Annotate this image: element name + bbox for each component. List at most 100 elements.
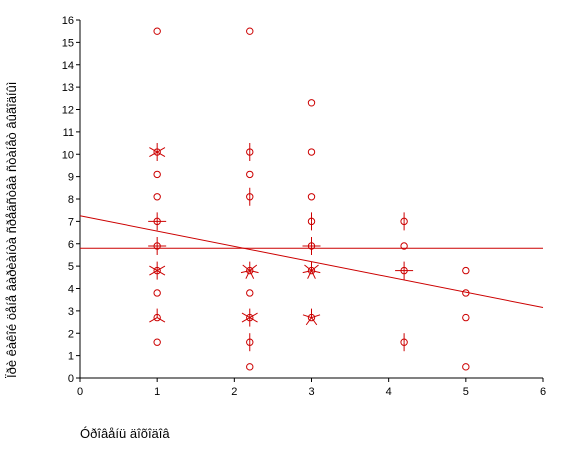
data-point — [153, 338, 161, 346]
point-circle — [246, 289, 254, 297]
y-tick-label: 14 — [62, 60, 74, 72]
point-circle — [462, 266, 470, 275]
data-point — [149, 261, 166, 280]
point-circle — [153, 170, 161, 179]
data-point — [148, 236, 167, 255]
point-circle — [400, 242, 408, 250]
point-petal — [311, 264, 319, 271]
point-petal — [304, 264, 312, 271]
data-point — [153, 193, 161, 201]
point-petal — [149, 317, 158, 323]
x-tick-label: 3 — [308, 386, 314, 398]
point-circle — [153, 27, 161, 35]
point-petal — [245, 270, 251, 279]
y-tick-label: 16 — [62, 15, 74, 27]
data-point — [462, 363, 470, 371]
axes — [79, 20, 543, 379]
point-circle — [462, 313, 470, 322]
data-point — [153, 170, 161, 179]
point-petal — [156, 270, 166, 276]
point-petal — [156, 265, 166, 272]
data-point — [148, 212, 167, 231]
data-point — [400, 242, 408, 250]
point-circle — [307, 148, 316, 156]
y-tick-label: 11 — [63, 127, 74, 139]
y-tick-label: 15 — [62, 37, 74, 49]
point-petal — [241, 312, 251, 319]
point-petal — [241, 317, 251, 323]
data-point — [246, 143, 254, 162]
data-point — [400, 212, 408, 231]
point-petal — [311, 317, 318, 326]
x-tick-label: 5 — [463, 386, 469, 398]
y-tick-label: 9 — [68, 172, 74, 184]
point-petal — [240, 270, 250, 274]
data-point — [395, 261, 414, 280]
point-circle — [307, 99, 316, 107]
x-axis-title: Óðîâåíü äîõîäîâ — [80, 426, 170, 441]
point-petal — [149, 270, 158, 276]
point-circle — [246, 27, 254, 35]
y-axis-title: Ïðè êàêîé öåíå âàðèàíòà ñðåäñòâà ñòàíåò … — [4, 82, 19, 378]
point-petal — [249, 312, 258, 319]
data-markers — [148, 27, 470, 371]
data-point — [302, 308, 321, 326]
point-petal — [311, 314, 321, 319]
point-petal — [242, 264, 251, 271]
data-point — [307, 148, 316, 156]
data-point — [246, 27, 254, 35]
point-circle — [307, 193, 316, 201]
point-circle — [153, 193, 161, 201]
point-petal — [149, 151, 158, 157]
x-tick-label: 6 — [540, 386, 546, 398]
data-point — [462, 266, 470, 275]
y-tick-label: 3 — [68, 306, 74, 318]
point-petal — [249, 317, 258, 323]
y-tick-label: 6 — [68, 239, 74, 251]
x-tick-label: 2 — [231, 386, 237, 398]
point-petal — [311, 270, 321, 274]
y-tick-label: 4 — [68, 284, 74, 296]
data-point — [307, 99, 316, 107]
point-circle — [246, 363, 254, 371]
point-circle — [153, 289, 161, 297]
data-point — [149, 308, 166, 323]
point-petal — [305, 317, 312, 326]
point-petal — [249, 270, 255, 279]
data-point — [400, 333, 408, 352]
point-circle — [462, 289, 470, 297]
data-point — [153, 27, 161, 35]
y-tick-label: 5 — [68, 261, 74, 273]
y-tick-label: 0 — [68, 373, 74, 385]
y-tick-label: 10 — [62, 149, 74, 161]
data-point — [302, 261, 321, 279]
data-point — [246, 363, 254, 371]
point-petal — [149, 265, 158, 272]
y-tick-label: 7 — [68, 216, 74, 228]
x-tick-label: 4 — [386, 386, 392, 398]
data-point — [307, 193, 316, 201]
data-point — [246, 289, 254, 297]
point-petal — [249, 264, 258, 271]
point-petal — [302, 270, 312, 274]
data-point — [462, 313, 470, 322]
data-point — [246, 333, 254, 352]
x-tick-label: 1 — [154, 386, 160, 398]
point-circle — [153, 338, 161, 346]
data-point — [149, 143, 166, 162]
point-petal — [302, 314, 312, 319]
point-circle — [246, 170, 254, 179]
y-tick-label: 13 — [62, 82, 74, 94]
data-point — [246, 187, 254, 206]
data-point — [240, 261, 259, 279]
y-tick-label: 12 — [62, 105, 74, 117]
point-petal — [149, 147, 158, 153]
data-point — [302, 236, 321, 255]
y-tick-label: 2 — [68, 328, 74, 340]
data-point — [241, 308, 258, 327]
y-tick-label: 8 — [68, 194, 74, 206]
point-petal — [156, 317, 166, 323]
x-tick-label: 0 — [77, 386, 83, 398]
